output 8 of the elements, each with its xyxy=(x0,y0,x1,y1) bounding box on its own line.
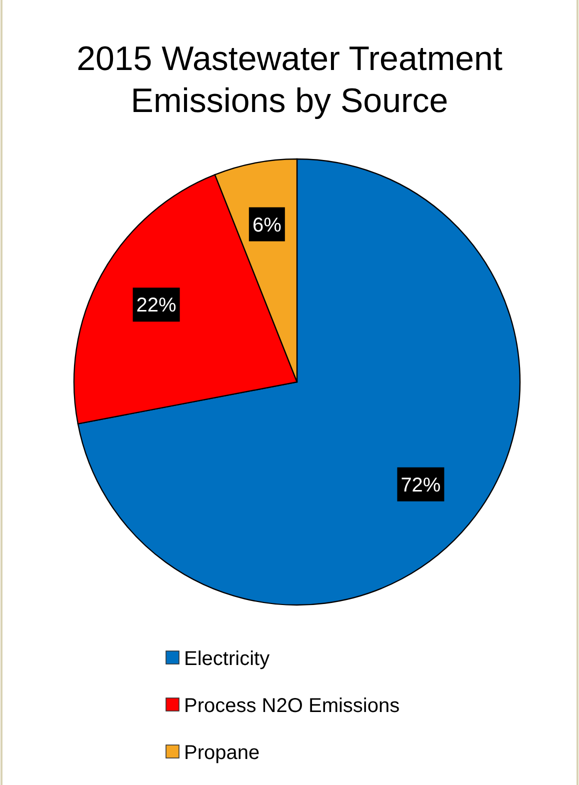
legend-label: Propane xyxy=(184,742,260,764)
data-label: 22% xyxy=(136,294,177,317)
data-label: 72% xyxy=(400,474,441,496)
pie-slice xyxy=(77,158,521,606)
legend-label: Process N2O Emissions xyxy=(184,695,400,717)
legend-label: Electricity xyxy=(184,648,270,670)
chart-title: 2015 Wastewater Treatment Emissions by Source xyxy=(76,40,503,120)
data-label: 6% xyxy=(252,214,282,236)
